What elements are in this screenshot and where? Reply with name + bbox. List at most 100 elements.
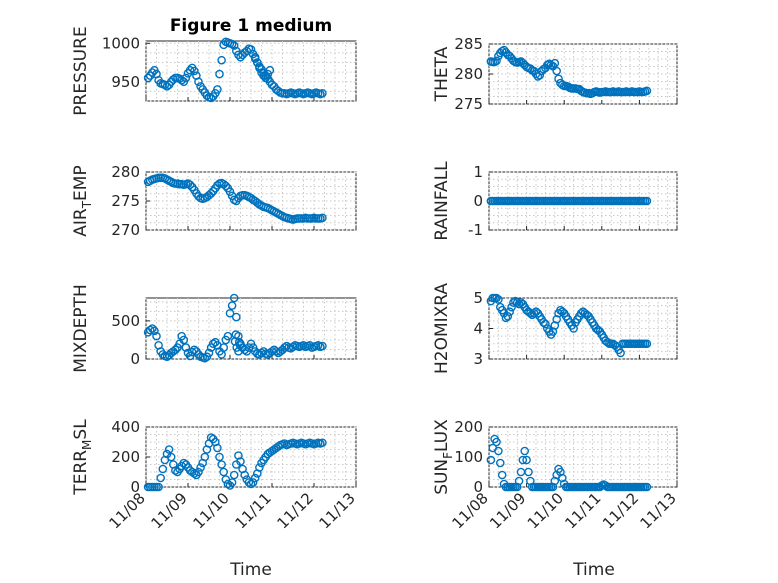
data-point — [223, 331, 233, 341]
data-point — [166, 452, 176, 462]
data-point — [189, 345, 199, 355]
series-markers — [143, 173, 327, 224]
data-point — [231, 330, 241, 339]
data-point — [215, 69, 224, 79]
data-point — [514, 476, 524, 486]
data-point — [244, 478, 254, 487]
y-tick-label: 950 — [111, 73, 140, 91]
data-point — [179, 335, 189, 345]
data-point — [213, 181, 222, 190]
data-point — [558, 80, 567, 90]
y-tick-label: 100 — [454, 448, 483, 466]
data-point — [486, 455, 496, 465]
x-tick-label: 11/12 — [274, 489, 317, 532]
data-point — [229, 293, 239, 303]
data-point — [288, 342, 298, 352]
data-point — [145, 325, 155, 335]
y-tick-label: 280 — [111, 163, 140, 181]
data-point — [219, 467, 228, 477]
data-point — [252, 58, 262, 67]
data-point — [213, 443, 222, 453]
data-point — [154, 482, 163, 492]
y-tick-label: 200 — [454, 418, 483, 436]
data-point — [305, 340, 315, 350]
data-point — [556, 467, 565, 477]
data-point — [204, 348, 214, 358]
data-point — [282, 341, 292, 351]
data-point — [213, 85, 222, 94]
data-point — [200, 353, 210, 363]
series-markers — [486, 45, 652, 99]
data-point — [229, 41, 239, 50]
series-markers — [143, 433, 327, 492]
y-tick-label: 0 — [130, 478, 140, 496]
data-point — [162, 82, 172, 91]
data-point — [495, 458, 505, 468]
y-axis-label: SUNFLUX — [432, 419, 455, 495]
subplot-pressure: 950 1000 PRESSURE — [71, 26, 357, 116]
data-point — [240, 470, 249, 480]
data-point — [642, 86, 652, 96]
data-point — [501, 313, 511, 323]
data-point — [616, 348, 625, 358]
y-tick-label: 400 — [111, 418, 140, 436]
y-tick-label: 500 — [111, 312, 140, 330]
subplot-h2omixra: 3 4 5 H2OMIXRA — [432, 283, 678, 374]
data-point — [550, 476, 560, 486]
data-point — [189, 66, 199, 76]
data-point — [223, 479, 233, 489]
data-point — [492, 437, 501, 447]
data-point — [189, 469, 199, 478]
data-point — [558, 473, 567, 483]
x-tick-label: 11/12 — [599, 489, 642, 532]
data-point — [158, 464, 168, 474]
data-point — [522, 455, 531, 465]
data-point — [576, 308, 586, 318]
data-point — [642, 482, 652, 492]
data-point — [250, 52, 260, 62]
data-point — [208, 339, 218, 349]
data-point — [265, 65, 275, 75]
x-tick-label: 11/10 — [190, 489, 233, 532]
x-tick-label: 11/10 — [524, 489, 567, 532]
y-tick-label: 280 — [454, 65, 483, 83]
figure-title: Figure 1 medium — [170, 16, 332, 36]
y-tick-label: 275 — [111, 192, 140, 210]
data-point — [171, 466, 180, 475]
data-point — [507, 302, 516, 312]
data-point — [299, 340, 308, 350]
data-point — [520, 446, 530, 456]
data-point — [280, 439, 289, 448]
data-point — [246, 479, 256, 489]
data-point — [642, 196, 652, 206]
y-tick-label: 285 — [454, 35, 483, 53]
data-point — [206, 93, 216, 103]
y-tick-label: 0 — [473, 192, 483, 210]
data-point — [156, 473, 165, 483]
data-point — [246, 45, 256, 54]
data-point — [181, 343, 191, 352]
data-point — [235, 340, 245, 350]
x-axis-label-left: Time — [229, 560, 272, 580]
y-tick-label: 3 — [473, 350, 483, 368]
data-point — [217, 55, 226, 65]
data-point — [221, 181, 231, 191]
x-axis-label-right: Time — [572, 560, 615, 580]
data-point — [248, 478, 258, 487]
data-point — [503, 311, 513, 321]
series-markers — [143, 293, 327, 363]
y-tick-label: 270 — [111, 221, 140, 239]
data-point — [227, 39, 237, 49]
y-axis-label: H2OMIXRA — [432, 283, 452, 374]
x-tick-label: 11/11 — [232, 489, 275, 532]
data-point — [236, 52, 245, 62]
y-axis-label: THETA — [432, 46, 452, 102]
data-point — [158, 350, 168, 359]
subplot-air: 270 275 280 AIRTEMP — [71, 163, 357, 239]
data-point — [255, 463, 264, 472]
data-point — [518, 455, 528, 465]
x-tick-label: 11/11 — [561, 489, 604, 532]
data-point — [177, 75, 186, 85]
